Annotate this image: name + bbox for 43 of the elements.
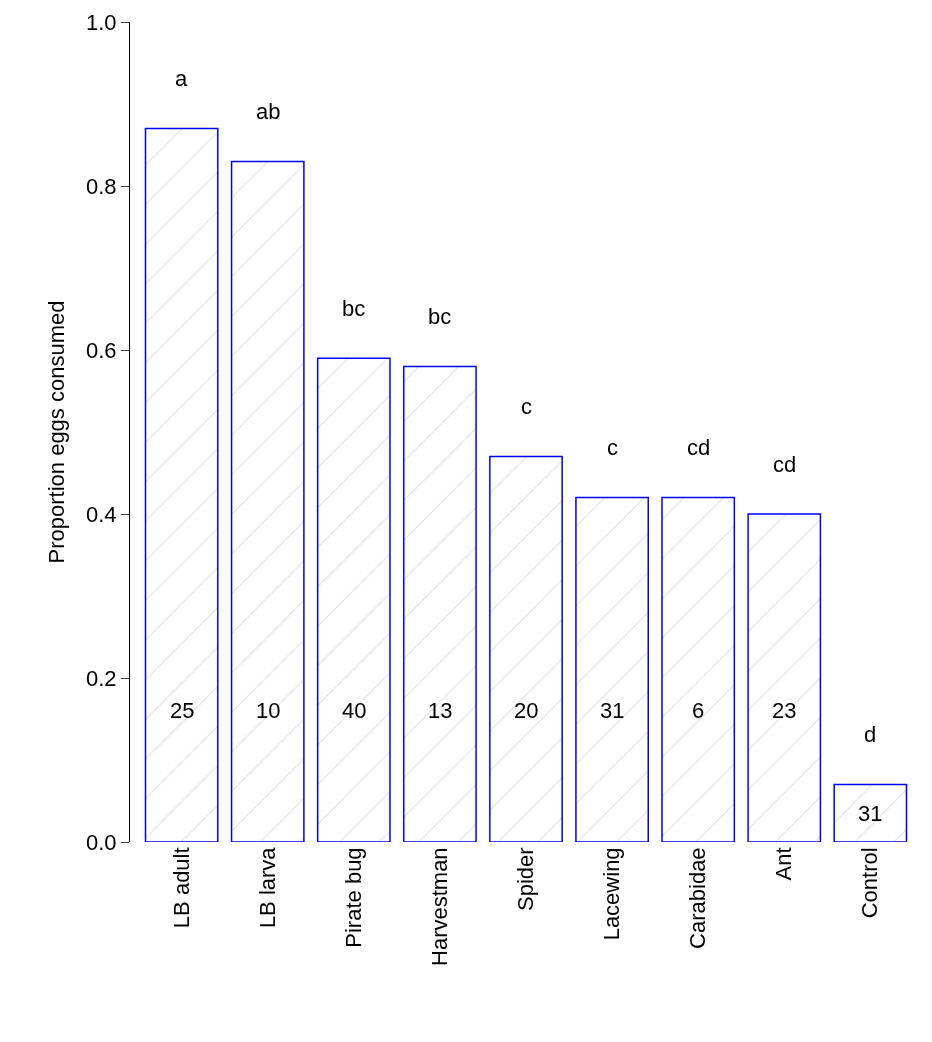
annotation: c (607, 435, 618, 460)
bar (230, 160, 305, 842)
annotation: a (175, 66, 188, 91)
y-tick-label: 0.6 (86, 337, 117, 363)
annotation: ab (256, 99, 281, 124)
x-tick-label: LB adult (168, 847, 194, 929)
annotation: 31 (858, 801, 883, 826)
annotation: bc (428, 304, 452, 329)
annotation: 6 (692, 698, 705, 723)
bar (833, 783, 908, 842)
annotation: 10 (256, 698, 281, 723)
x-tick-label: LB larva (254, 846, 280, 929)
bar (575, 496, 649, 842)
bar (144, 127, 219, 842)
annotation: 31 (600, 698, 625, 723)
x-tick-label: Harvestman (427, 847, 453, 966)
y-tick-label: 0.4 (86, 501, 117, 527)
x-tick-label: Control (857, 847, 883, 919)
y-tick-label: 0.2 (86, 665, 117, 691)
y-tick-label: 1.0 (86, 9, 117, 35)
x-tick-label: Ant (771, 847, 797, 881)
annotation: c (521, 394, 532, 419)
x-tick-label: Pirate bug (340, 847, 366, 948)
bar (489, 455, 563, 842)
bar (661, 496, 736, 842)
bar (747, 513, 822, 842)
annotation: cd (773, 452, 797, 477)
y-tick-label: 0.0 (86, 829, 117, 855)
annotation: 20 (514, 698, 539, 723)
annotation: d (864, 722, 877, 747)
annotation: 40 (342, 698, 367, 723)
annotation: 13 (428, 698, 453, 723)
annotation: bc (342, 296, 366, 321)
x-tick-label: Carabidae (685, 847, 711, 949)
bar (403, 365, 477, 842)
bar (316, 357, 391, 842)
y-tick-label: 0.8 (86, 173, 117, 199)
x-tick-label: Spider (513, 847, 539, 911)
y-axis-title: Proportion eggs consumed (43, 300, 69, 564)
x-tick-label: Lacewing (599, 847, 625, 941)
annotation: 23 (772, 698, 797, 723)
annotation: cd (687, 435, 711, 460)
annotation: 25 (170, 698, 195, 723)
